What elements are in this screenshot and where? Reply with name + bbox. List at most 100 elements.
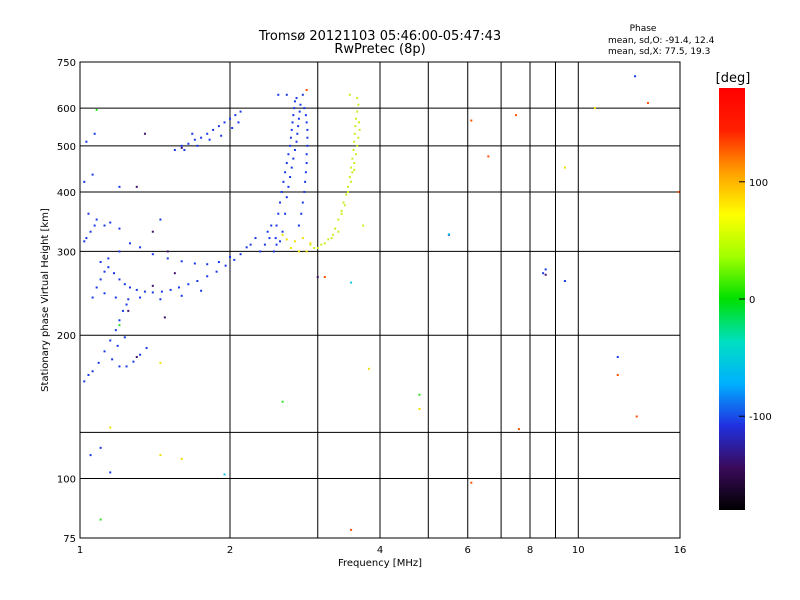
y-tick-label: 75 bbox=[63, 534, 76, 545]
data-point bbox=[346, 185, 349, 188]
data-point bbox=[83, 240, 86, 243]
data-point bbox=[277, 212, 280, 215]
data-point bbox=[83, 380, 86, 383]
data-point bbox=[112, 272, 115, 275]
data-point bbox=[295, 140, 298, 143]
data-point bbox=[160, 290, 163, 293]
data-points bbox=[83, 75, 680, 531]
data-point bbox=[353, 162, 356, 165]
data-point bbox=[180, 294, 183, 297]
x-tick-label: 8 bbox=[527, 545, 533, 556]
x-tick-label: 16 bbox=[674, 545, 687, 556]
data-point bbox=[345, 193, 348, 196]
colorbar-ticks: 100 0 -100 bbox=[739, 178, 772, 423]
data-point bbox=[118, 278, 121, 281]
data-point bbox=[83, 180, 86, 183]
data-point bbox=[353, 140, 356, 143]
data-point bbox=[340, 212, 343, 215]
y-tick-label: 750 bbox=[57, 58, 76, 69]
data-point bbox=[285, 162, 288, 165]
data-point bbox=[544, 268, 547, 271]
data-point bbox=[266, 230, 269, 233]
data-point bbox=[356, 144, 359, 147]
data-point bbox=[279, 201, 282, 204]
data-point bbox=[418, 407, 421, 410]
data-point bbox=[470, 481, 473, 484]
data-point bbox=[418, 393, 421, 396]
data-point bbox=[151, 291, 154, 294]
data-point bbox=[351, 157, 354, 160]
data-point bbox=[196, 280, 199, 283]
y-axis-ticks: 75 100 200 300 400 500 600 750 bbox=[57, 58, 76, 545]
data-point bbox=[177, 286, 180, 289]
data-point bbox=[593, 107, 596, 110]
data-point bbox=[223, 121, 226, 124]
data-point bbox=[284, 171, 287, 174]
data-point bbox=[285, 238, 288, 241]
data-point bbox=[354, 153, 357, 156]
data-point bbox=[301, 237, 304, 240]
data-point bbox=[85, 237, 88, 240]
data-point bbox=[249, 243, 252, 246]
data-point bbox=[358, 128, 361, 131]
data-point bbox=[353, 168, 356, 171]
data-point bbox=[206, 132, 209, 135]
data-point bbox=[229, 256, 231, 259]
data-point bbox=[109, 339, 112, 342]
data-point bbox=[91, 296, 94, 299]
data-point bbox=[187, 283, 190, 286]
data-point bbox=[337, 230, 340, 233]
data-point bbox=[180, 457, 183, 460]
data-point bbox=[304, 114, 307, 117]
data-point bbox=[356, 97, 359, 100]
data-point bbox=[159, 218, 162, 221]
data-point bbox=[337, 218, 340, 221]
data-point bbox=[135, 185, 138, 188]
data-point bbox=[259, 250, 262, 253]
data-point bbox=[351, 171, 354, 174]
stats-line-x: mean, sd,X: 77.5, 19.3 bbox=[608, 47, 710, 57]
data-point bbox=[122, 309, 125, 312]
data-point bbox=[114, 296, 117, 299]
data-point bbox=[350, 281, 353, 284]
data-point bbox=[85, 140, 88, 143]
data-point bbox=[270, 224, 273, 227]
data-point bbox=[277, 93, 280, 96]
data-point bbox=[151, 284, 154, 287]
data-point bbox=[304, 180, 307, 183]
colorbar-tick-label: 100 bbox=[749, 178, 768, 189]
data-point bbox=[677, 190, 680, 193]
data-point bbox=[563, 166, 566, 169]
data-point bbox=[95, 218, 98, 221]
data-point bbox=[305, 121, 308, 124]
data-point bbox=[97, 361, 100, 364]
data-point bbox=[151, 230, 154, 233]
data-point bbox=[297, 224, 300, 227]
data-point bbox=[616, 374, 619, 377]
data-point bbox=[159, 454, 162, 457]
data-point bbox=[208, 138, 211, 141]
data-point bbox=[107, 266, 110, 269]
data-point bbox=[93, 224, 96, 227]
data-point bbox=[305, 162, 308, 165]
data-point bbox=[268, 237, 271, 240]
data-point bbox=[254, 237, 257, 240]
data-point bbox=[99, 278, 102, 281]
data-point bbox=[127, 298, 130, 301]
data-point bbox=[103, 292, 106, 295]
data-point bbox=[356, 110, 359, 113]
data-point bbox=[143, 132, 146, 135]
data-point bbox=[323, 276, 326, 279]
data-point bbox=[215, 270, 218, 273]
x-axis-label: Frequency [MHz] bbox=[338, 558, 422, 569]
data-point bbox=[289, 247, 292, 250]
data-point bbox=[330, 237, 333, 240]
data-point bbox=[217, 125, 220, 128]
data-point bbox=[180, 260, 183, 263]
data-point bbox=[143, 290, 146, 293]
data-point bbox=[103, 270, 106, 273]
data-point bbox=[200, 289, 203, 292]
data-point bbox=[542, 272, 545, 275]
data-point bbox=[234, 114, 237, 117]
data-point bbox=[281, 230, 284, 233]
